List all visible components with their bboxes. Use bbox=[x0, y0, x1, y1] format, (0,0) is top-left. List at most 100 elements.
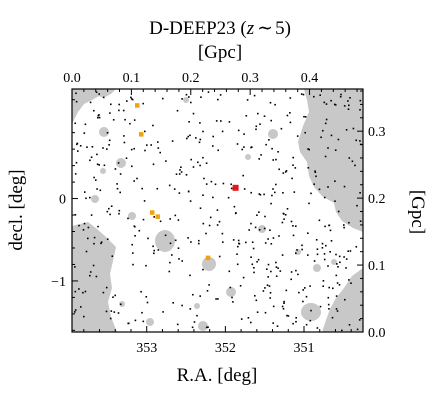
background-galaxy-point bbox=[150, 144, 152, 146]
background-galaxy-point bbox=[133, 147, 135, 150]
background-galaxy-point bbox=[274, 103, 276, 106]
background-galaxy-point bbox=[276, 325, 279, 327]
background-galaxy-point bbox=[322, 285, 324, 287]
background-galaxy-point bbox=[77, 150, 79, 152]
background-galaxy-point bbox=[233, 205, 236, 208]
background-galaxy-point bbox=[336, 282, 339, 284]
background-galaxy-point bbox=[270, 270, 272, 273]
background-galaxy-point bbox=[283, 300, 285, 303]
background-galaxy-point bbox=[301, 248, 303, 251]
background-galaxy-point bbox=[286, 314, 288, 317]
background-galaxy-point bbox=[338, 284, 341, 286]
background-galaxy-point bbox=[331, 316, 334, 319]
background-galaxy-point bbox=[327, 265, 329, 267]
background-galaxy-point bbox=[118, 209, 121, 212]
background-galaxy-point bbox=[205, 183, 208, 185]
background-galaxy-point bbox=[323, 253, 326, 255]
x-tick-label: 352 bbox=[215, 341, 236, 356]
background-galaxy-point bbox=[86, 146, 88, 148]
background-galaxy-point bbox=[179, 169, 181, 171]
background-galaxy-point bbox=[145, 264, 147, 267]
background-galaxy-point bbox=[262, 290, 265, 292]
background-galaxy-point bbox=[337, 138, 340, 141]
background-galaxy-point bbox=[359, 99, 362, 102]
background-galaxy-point bbox=[275, 158, 277, 161]
background-galaxy-point bbox=[125, 157, 128, 159]
background-galaxy-point bbox=[202, 222, 205, 225]
background-galaxy-point bbox=[275, 275, 278, 277]
background-galaxy-point bbox=[318, 188, 321, 191]
background-galaxy-point bbox=[165, 160, 167, 162]
background-galaxy-point bbox=[295, 252, 297, 255]
background-galaxy-point bbox=[232, 239, 235, 241]
background-galaxy-point bbox=[217, 298, 219, 300]
background-galaxy-point bbox=[130, 148, 133, 151]
background-galaxy-point bbox=[309, 285, 311, 287]
background-galaxy-point bbox=[146, 144, 148, 146]
top-axis-label: [Gpc] bbox=[198, 42, 242, 63]
background-galaxy-point bbox=[189, 308, 192, 310]
background-galaxy-point bbox=[359, 220, 362, 222]
background-galaxy-point bbox=[141, 311, 143, 314]
background-galaxy-point bbox=[212, 145, 214, 147]
background-galaxy-point bbox=[90, 214, 93, 216]
background-galaxy-point bbox=[327, 186, 329, 188]
background-galaxy-point bbox=[344, 298, 346, 301]
background-galaxy-point bbox=[269, 229, 271, 231]
background-galaxy-point bbox=[256, 311, 259, 313]
background-galaxy-point bbox=[172, 302, 174, 304]
background-galaxy-point bbox=[229, 286, 232, 289]
background-galaxy-point bbox=[278, 235, 280, 237]
background-galaxy-point bbox=[100, 242, 102, 245]
background-galaxy-point bbox=[174, 214, 177, 217]
background-galaxy-point bbox=[269, 292, 272, 294]
mask-circle bbox=[301, 303, 321, 321]
background-galaxy-point bbox=[250, 222, 252, 225]
background-galaxy-point bbox=[355, 246, 358, 248]
background-galaxy-point bbox=[315, 239, 318, 241]
background-galaxy-point bbox=[292, 156, 294, 159]
top-tick-label: 0.2 bbox=[182, 71, 200, 86]
background-galaxy-point bbox=[232, 301, 234, 303]
background-galaxy-point bbox=[222, 182, 225, 185]
background-galaxy-point bbox=[78, 288, 80, 290]
mask-regions bbox=[72, 89, 363, 332]
top-tick-label: 0.0 bbox=[63, 71, 81, 86]
background-galaxy-point bbox=[264, 311, 267, 314]
background-galaxy-point bbox=[127, 217, 129, 220]
background-galaxy-point bbox=[90, 156, 93, 158]
top-tick-label: 0.1 bbox=[123, 71, 141, 86]
background-galaxy-point bbox=[265, 143, 267, 146]
background-galaxy-point bbox=[231, 296, 233, 299]
background-galaxy-point bbox=[199, 138, 202, 141]
background-galaxy-point bbox=[174, 239, 177, 242]
background-galaxy-point bbox=[253, 271, 255, 274]
background-galaxy-point bbox=[310, 192, 312, 195]
background-galaxy-point bbox=[82, 291, 84, 294]
background-galaxy-point bbox=[202, 194, 204, 196]
background-galaxy-point bbox=[283, 218, 285, 220]
background-galaxy-point bbox=[235, 212, 237, 214]
background-galaxy-point bbox=[359, 192, 361, 194]
background-galaxy-point bbox=[263, 193, 265, 196]
background-galaxy-point bbox=[89, 274, 91, 277]
background-galaxy-point bbox=[340, 93, 342, 96]
background-galaxy-point bbox=[245, 241, 247, 244]
background-galaxy-point bbox=[222, 241, 224, 243]
background-galaxy-point bbox=[257, 112, 259, 115]
background-galaxy-point bbox=[189, 134, 191, 137]
mask-circle bbox=[183, 97, 189, 103]
background-galaxy-point bbox=[251, 263, 254, 266]
background-galaxy-point bbox=[332, 287, 334, 290]
background-galaxy-point bbox=[251, 146, 253, 148]
orange-object-point bbox=[139, 132, 144, 137]
background-galaxy-point bbox=[347, 100, 349, 102]
background-galaxy-point bbox=[176, 109, 179, 112]
background-galaxy-point bbox=[190, 101, 192, 104]
background-galaxy-point bbox=[255, 299, 258, 302]
background-galaxy-point bbox=[345, 129, 348, 131]
right-axis-label: [Gpc] bbox=[407, 190, 428, 234]
background-galaxy-point bbox=[93, 109, 95, 112]
background-galaxy-point bbox=[119, 173, 122, 175]
background-galaxy-point bbox=[305, 323, 308, 326]
